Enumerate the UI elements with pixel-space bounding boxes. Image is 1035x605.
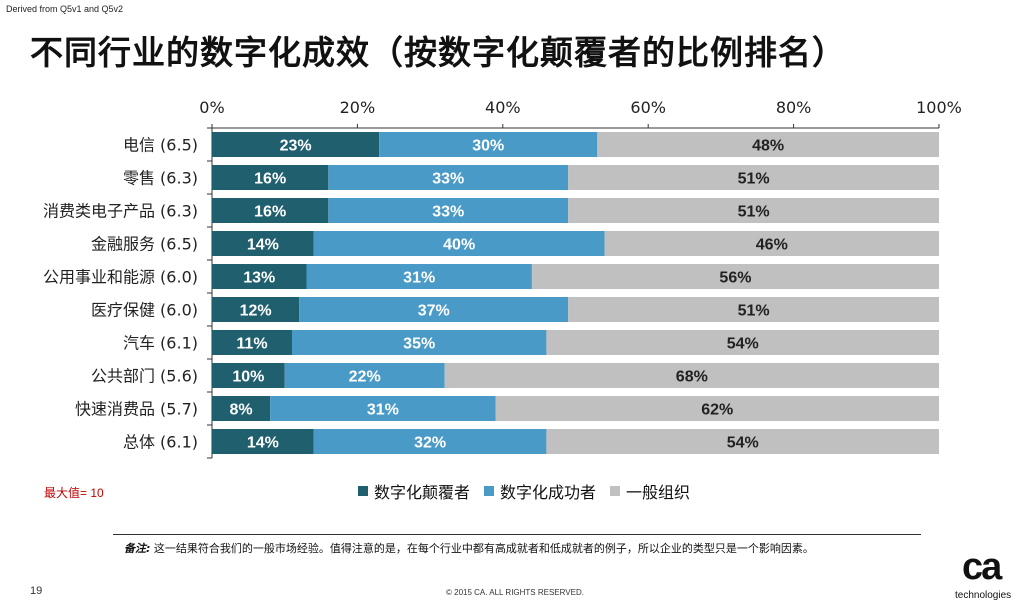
data-label: 22% — [349, 369, 381, 386]
data-label: 30% — [472, 138, 504, 155]
copyright-text: © 2015 CA. ALL RIGHTS RESERVED. — [446, 588, 584, 597]
bar-segment — [328, 198, 569, 223]
ca-logo: ca — [962, 546, 1002, 588]
category-label: 公共部门 (5.6) — [91, 367, 198, 386]
data-label: 14% — [247, 237, 279, 254]
bar-segment — [299, 297, 569, 322]
data-label: 31% — [403, 270, 435, 287]
footnote-label: 备注: — [124, 542, 151, 555]
bar-segment — [568, 165, 939, 190]
data-label: 40% — [443, 237, 475, 254]
category-label: 医疗保健 (6.0) — [91, 301, 198, 320]
legend-item: 一般组织 — [610, 479, 690, 503]
bar-segment — [546, 330, 939, 355]
data-label: 31% — [367, 402, 399, 419]
data-label: 51% — [738, 303, 770, 320]
bar-segment — [313, 231, 605, 256]
bar-segment — [546, 429, 939, 454]
footnote-divider — [113, 534, 921, 535]
bar-segment — [306, 264, 532, 289]
bar-segment — [212, 396, 271, 421]
bar-segment — [212, 198, 329, 223]
category-label: 总体 (6.1) — [123, 433, 198, 452]
bar-segment — [212, 297, 300, 322]
bar-segment — [212, 231, 314, 256]
data-label: 35% — [403, 336, 435, 353]
bar-segment — [212, 165, 329, 190]
bar-segment — [284, 363, 445, 388]
bar-segment — [313, 429, 547, 454]
bar-segment — [495, 396, 939, 421]
bar-segment — [568, 198, 939, 223]
data-label: 10% — [232, 369, 264, 386]
page-number: 19 — [30, 585, 43, 597]
data-label: 16% — [254, 171, 286, 188]
data-label: 48% — [752, 138, 784, 155]
data-label: 14% — [247, 435, 279, 452]
bar-segment — [212, 330, 292, 355]
data-label: 32% — [414, 435, 446, 452]
category-label: 零售 (6.3) — [123, 169, 198, 188]
bar-segment — [597, 132, 939, 157]
page-title: 不同行业的数字化成效（按数字化颠覆者的比例排名） — [30, 33, 846, 72]
category-label: 汽车 (6.1) — [123, 334, 198, 353]
max-value-note: 最大值= 10 — [44, 486, 104, 500]
x-tick-label: 100% — [916, 98, 962, 117]
category-label: 快速消费品 (5.7) — [75, 400, 198, 419]
data-label: 33% — [432, 171, 464, 188]
legend-swatch — [610, 486, 621, 496]
x-tick-label: 40% — [485, 98, 521, 117]
ca-logo-tagline: technologies — [955, 590, 1012, 601]
data-label: 37% — [418, 303, 450, 320]
data-label: 51% — [738, 204, 770, 221]
bar-segment — [291, 330, 547, 355]
data-label: 54% — [727, 336, 759, 353]
data-label: 68% — [676, 369, 708, 386]
data-label: 23% — [280, 138, 312, 155]
data-label: 33% — [432, 204, 464, 221]
footnote: 备注: 这一结果符合我们的一般市场经验。值得注意的是，在每个行业中都有高成就者和… — [124, 541, 914, 557]
data-label: 12% — [240, 303, 272, 320]
data-label: 56% — [719, 270, 751, 287]
data-label: 62% — [701, 402, 733, 419]
chart-legend: 数字化颠覆者 数字化成功者 一般组织 — [358, 479, 690, 503]
data-label: 51% — [738, 171, 770, 188]
x-tick-label: 80% — [776, 98, 812, 117]
bar-segment — [212, 132, 380, 157]
bar-segment — [328, 165, 569, 190]
category-label: 电信 (6.5) — [123, 136, 198, 155]
legend-swatch — [484, 486, 495, 496]
category-label: 消费类电子产品 (6.3) — [43, 202, 198, 221]
x-tick-label: 0% — [199, 98, 224, 117]
bar-segment — [531, 264, 939, 289]
bar-segment — [212, 429, 314, 454]
category-label: 金融服务 (6.5) — [91, 235, 198, 254]
bar-segment — [379, 132, 598, 157]
legend-item: 数字化成功者 — [484, 479, 596, 503]
x-tick-label: 20% — [340, 98, 376, 117]
data-label: 46% — [756, 237, 788, 254]
category-label: 公用事业和能源 (6.0) — [43, 268, 198, 287]
x-tick-label: 60% — [630, 98, 666, 117]
source-note: Derived from Q5v1 and Q5v2 — [6, 4, 124, 14]
bar-segment — [212, 264, 307, 289]
data-label: 16% — [254, 204, 286, 221]
bar-segment — [568, 297, 939, 322]
bar-segment — [444, 363, 939, 388]
bar-segment — [604, 231, 939, 256]
footnote-text: 这一结果符合我们的一般市场经验。值得注意的是，在每个行业中都有高成就者和低成就者… — [153, 542, 814, 555]
data-label: 54% — [727, 435, 759, 452]
bar-segment — [212, 363, 285, 388]
data-label: 8% — [230, 402, 253, 419]
bar-segment — [270, 396, 496, 421]
legend-label: 数字化成功者 — [500, 483, 597, 502]
data-label: 11% — [236, 336, 267, 353]
legend-label: 数字化颠覆者 — [374, 483, 471, 502]
legend-swatch — [358, 486, 368, 496]
data-label: 13% — [243, 270, 275, 287]
legend-item: 数字化颠覆者 — [358, 479, 470, 503]
stacked-bar-chart: 0% 20% 40% 60% 80% 100% 电信 (6.5) 23% 30% 48% 零售 (6… — [43, 98, 962, 459]
legend-label: 一般组织 — [626, 483, 691, 502]
